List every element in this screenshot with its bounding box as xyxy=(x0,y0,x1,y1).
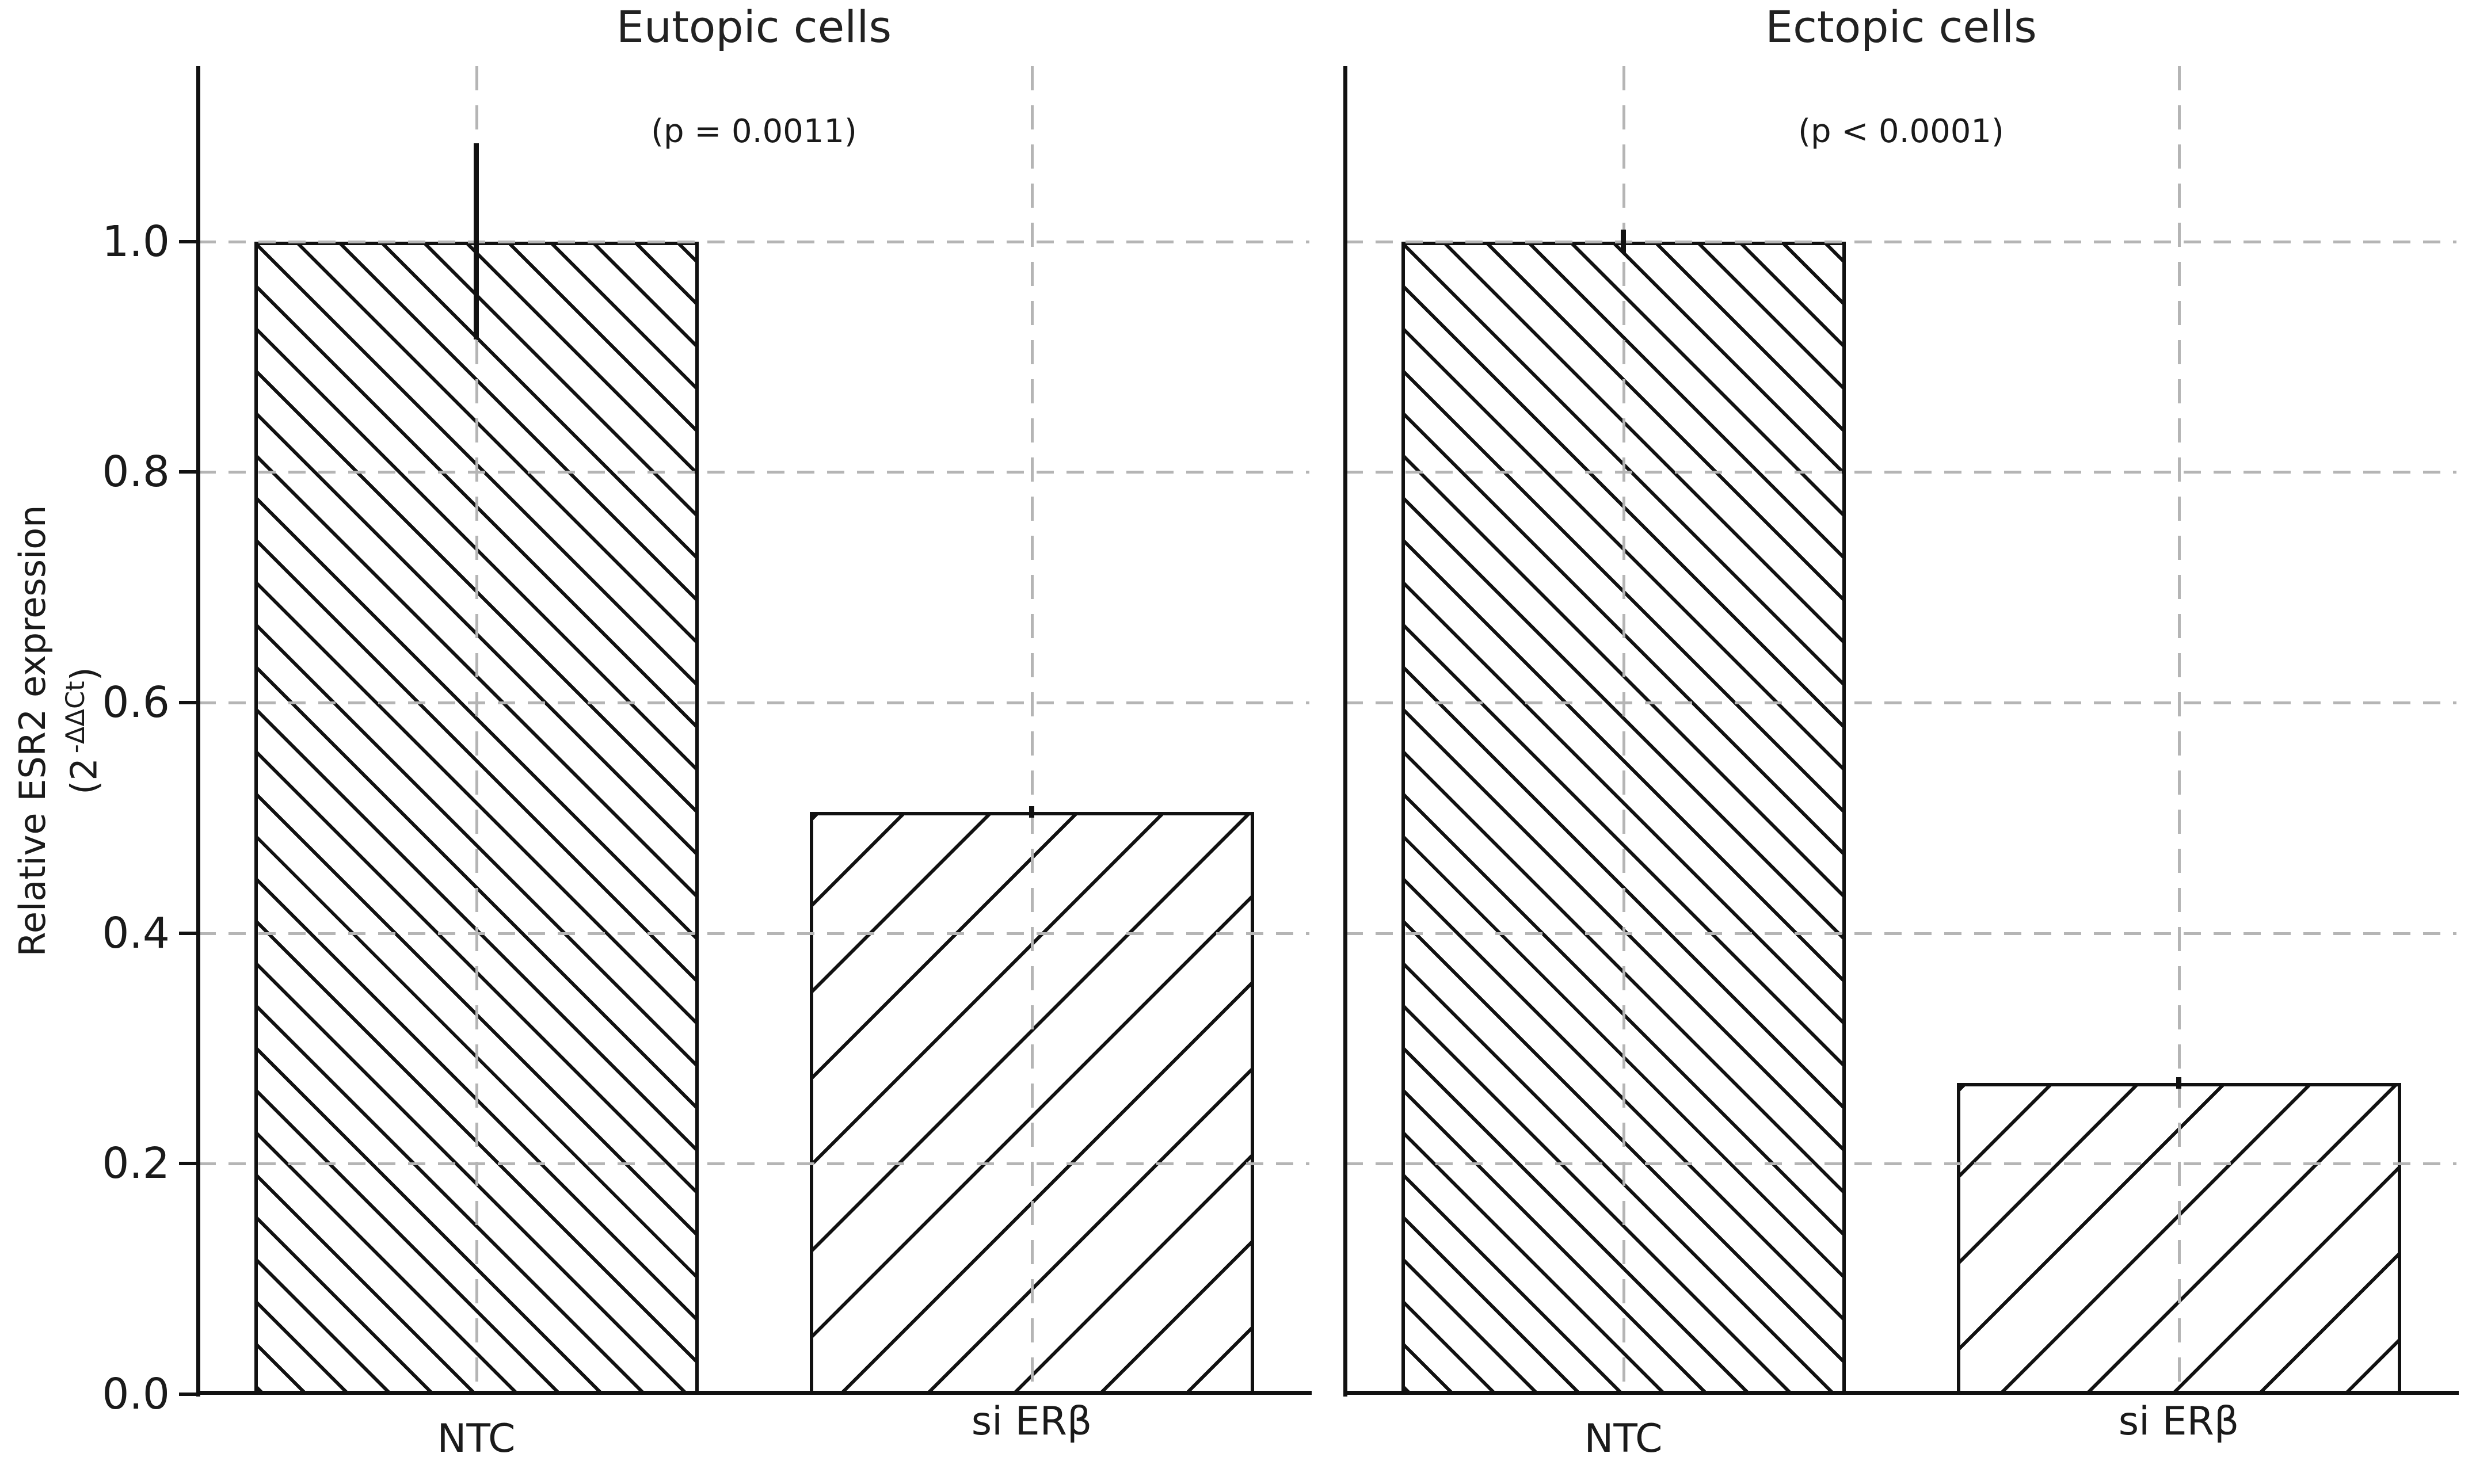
y-tick-label: 0.2 xyxy=(102,1139,170,1189)
gridline-horizontal xyxy=(199,701,1309,704)
gridline-horizontal xyxy=(1346,471,2456,474)
gridline-vertical xyxy=(475,66,478,1394)
gridline-horizontal xyxy=(1346,240,2456,243)
error-bar-ntc xyxy=(1621,230,1626,253)
gridline-horizontal xyxy=(199,240,1309,243)
y-tick-mark xyxy=(179,1393,196,1396)
panel-title-ectopic: Ectopic cells xyxy=(1765,1,2037,52)
y-axis-label-exponent-base: (2 xyxy=(63,758,105,795)
panel-ectopic: NTC si ERβ xyxy=(1343,66,2459,1462)
y-tick-mark xyxy=(179,700,196,704)
pvalue-annotation-eutopic: (p = 0.0011) xyxy=(651,113,857,150)
x-tick-label-ntc: NTC xyxy=(1584,1416,1663,1462)
error-bar-si-er xyxy=(1029,806,1034,818)
x-tick-label-ntc: NTC xyxy=(437,1416,516,1462)
y-tick-label: 0.6 xyxy=(102,677,170,727)
x-axis-spine xyxy=(1343,1391,2459,1395)
x-axis-spine xyxy=(196,1391,1312,1395)
gridline-vertical xyxy=(1622,66,1625,1394)
y-tick-label: 0.4 xyxy=(102,908,170,958)
panel-title-eutopic: Eutopic cells xyxy=(616,1,892,52)
y-tick-label: 0.8 xyxy=(102,447,170,497)
gridline-horizontal xyxy=(199,932,1309,935)
gridline-vertical xyxy=(2177,66,2181,1394)
y-tick-label: 1.0 xyxy=(102,216,170,266)
y-tick-mark xyxy=(179,470,196,474)
y-tick-mark xyxy=(179,931,196,935)
y-tick-mark xyxy=(179,239,196,243)
y-axis-label-line1: Relative ESR2 expression xyxy=(12,505,54,957)
y-axis-label: Relative ESR2 expression (2-ΔΔCt) xyxy=(12,299,105,1162)
panel-eutopic: NTC si ERβ 0.0 0.2 0.4 0.6 0.8 1.0 xyxy=(102,66,1312,1462)
gridline-vertical xyxy=(1030,66,1034,1394)
error-bar-ntc xyxy=(474,143,479,339)
x-tick-label-si-er: si ERβ xyxy=(971,1399,1092,1444)
gridline-horizontal xyxy=(1346,701,2456,704)
y-axis-spine xyxy=(1343,66,1347,1397)
gridline-horizontal xyxy=(1346,1162,2456,1166)
gridline-horizontal xyxy=(199,471,1309,474)
y-tick-mark xyxy=(179,1162,196,1166)
x-tick-label-si-er: si ERβ xyxy=(2118,1399,2239,1444)
pvalue-annotation-ectopic: (p < 0.0001) xyxy=(1798,113,2004,150)
y-axis-spine xyxy=(196,66,200,1397)
gridline-horizontal xyxy=(199,1162,1309,1166)
y-tick-label: 0.0 xyxy=(102,1369,170,1419)
gridline-horizontal xyxy=(1346,932,2456,935)
y-axis-label-close-paren: ) xyxy=(63,667,105,681)
y-axis-label-line2: (2-ΔΔCt) xyxy=(54,299,106,1162)
error-bar-si-er xyxy=(2176,1077,2181,1089)
